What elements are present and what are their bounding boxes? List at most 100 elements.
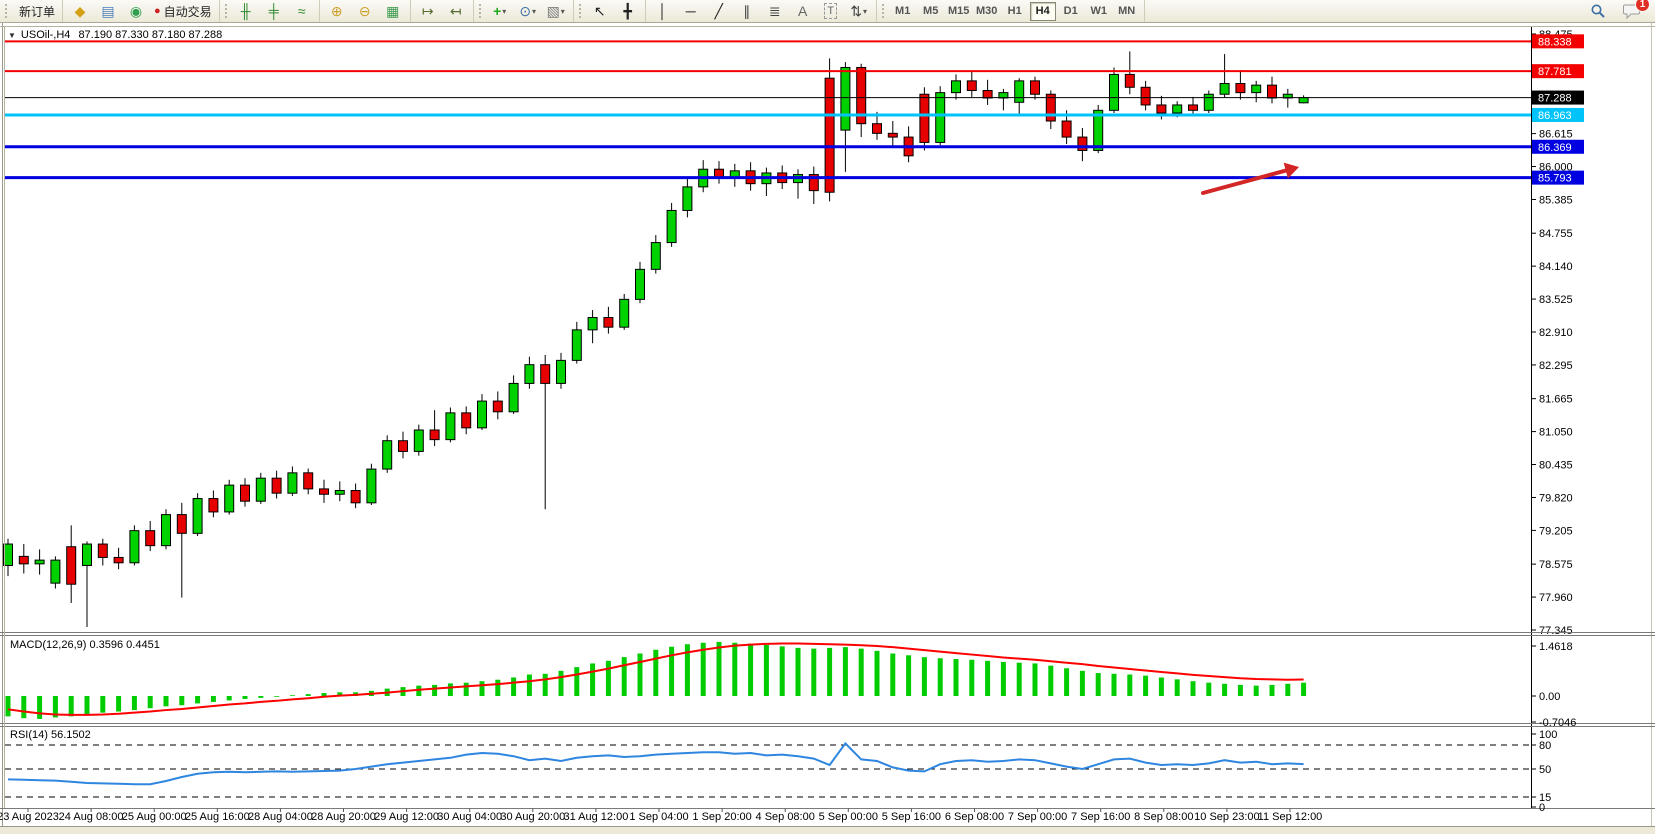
bull-candle-body xyxy=(556,359,566,384)
terminal-icon[interactable]: ▤ xyxy=(101,3,115,19)
bear-candle-body xyxy=(461,412,472,429)
bar-chart-button[interactable]: ╫ xyxy=(240,3,251,19)
crosshair-button[interactable]: ╋ xyxy=(623,3,632,19)
group-order: 新订单 xyxy=(0,0,64,22)
toolbar-grip xyxy=(578,4,584,18)
candle xyxy=(398,431,408,459)
candle xyxy=(1030,76,1040,100)
fibonacci-button[interactable]: ≣ xyxy=(768,3,781,19)
candle xyxy=(1235,70,1246,100)
candle xyxy=(951,74,961,100)
zoom-in-button[interactable]: ⊕ xyxy=(330,3,343,19)
notification-badge: 1 xyxy=(1635,0,1650,12)
tile-windows-button[interactable]: ▦ xyxy=(386,3,400,19)
tf-h4-button[interactable]: H4 xyxy=(1029,1,1056,21)
chevron-down-icon: ▾ xyxy=(863,6,868,16)
bull-candle-body xyxy=(255,477,266,502)
time-axis-label: 4 Sep 08:00 xyxy=(756,811,815,823)
tf-m1-button[interactable]: M1 xyxy=(895,5,911,17)
bear-candle-body xyxy=(824,77,835,193)
bull-candle-body xyxy=(477,400,487,429)
toolbar-grip xyxy=(881,4,887,18)
tf-m5-button[interactable]: M5 xyxy=(923,5,939,17)
bull-candle-body xyxy=(1109,73,1119,111)
cursor-button[interactable]: ↖ xyxy=(593,3,606,19)
trend-arrow-shaft xyxy=(1201,167,1294,195)
autotrading-button[interactable]: ● 自动交易 xyxy=(151,1,215,21)
tf-h1-button[interactable]: H1 xyxy=(1007,5,1022,17)
arrows-button[interactable]: ⇅ ▾ xyxy=(850,3,868,19)
indicators-button[interactable]: + ▾ xyxy=(493,3,507,19)
time-axis-label: 30 Aug 20:00 xyxy=(500,811,565,823)
auto-scroll-button[interactable]: ↦ xyxy=(421,3,434,19)
price-tag: 85.793 xyxy=(1532,170,1584,185)
candle xyxy=(1045,90,1056,130)
tf-w1-button[interactable]: W1 xyxy=(1090,5,1107,17)
tf-m15-button[interactable]: M15 xyxy=(947,5,970,17)
bear-candle-body xyxy=(429,429,440,441)
tf-mn-button[interactable]: MN xyxy=(1118,5,1136,17)
bull-candle-body xyxy=(666,209,677,244)
horizontal-line-button[interactable]: ─ xyxy=(685,3,696,19)
chevron-down-icon: ▾ xyxy=(560,6,565,16)
group-services: ◆ ▤ ◉ ● 自动交易 xyxy=(63,0,220,22)
price-tick-label: 77.960 xyxy=(1539,592,1573,604)
collapse-triangle-icon[interactable]: ▼ xyxy=(8,30,16,40)
group-timeframes: M1 M5 M15 M30 H1 H4 D1 W1 MN xyxy=(877,0,1145,22)
new-order-button[interactable]: 新订单 xyxy=(13,1,58,21)
toolbar-grip xyxy=(478,4,484,18)
candle xyxy=(208,490,219,518)
text-label-button[interactable]: T xyxy=(818,1,844,21)
macd-signal-line xyxy=(7,642,1304,716)
group-chart-type: ╫ ╪ ≈ xyxy=(220,0,320,22)
bull-candle-body xyxy=(287,472,298,494)
candle xyxy=(540,355,551,510)
templates-button[interactable]: ▧ ▾ xyxy=(546,3,565,19)
candle xyxy=(34,549,45,575)
text-button[interactable]: A xyxy=(798,3,808,19)
bull-candle-body xyxy=(1203,93,1214,111)
trend-arrow[interactable] xyxy=(1201,162,1299,195)
vertical-line-button[interactable]: │ xyxy=(658,3,668,19)
candle xyxy=(66,525,77,603)
zoom-out-button[interactable]: ⊖ xyxy=(358,3,371,19)
candle xyxy=(492,391,503,420)
chart-shift-button[interactable]: ↤ xyxy=(449,3,462,19)
time-axis-label: 28 Aug 20:00 xyxy=(311,811,376,823)
tf-m30-button[interactable]: M30 xyxy=(975,5,998,17)
bear-candle-body xyxy=(145,530,156,547)
signals-icon[interactable]: ◉ xyxy=(129,3,143,19)
candle xyxy=(461,406,472,435)
periods-button[interactable]: ⊙ ▾ xyxy=(519,3,537,19)
bull-candle-body xyxy=(1172,104,1183,114)
bear-candle-body xyxy=(966,80,977,91)
bear-candle-body xyxy=(1140,86,1151,106)
candle xyxy=(366,463,377,505)
candle xyxy=(271,470,282,499)
bull-candle-body xyxy=(224,484,235,513)
candle xyxy=(1140,80,1151,111)
candle xyxy=(650,235,661,274)
line-chart-button[interactable]: ≈ xyxy=(297,3,306,19)
price-tick-label: 77.345 xyxy=(1539,625,1573,637)
toolbar-right: 1 xyxy=(1584,0,1655,21)
price-tick-label: 80.435 xyxy=(1539,460,1573,472)
tf-d1-button[interactable]: D1 xyxy=(1063,5,1078,17)
bull-candle-body xyxy=(129,530,140,564)
channel-button[interactable]: ∥ xyxy=(743,3,751,19)
search-icon xyxy=(1591,4,1605,18)
bear-candle-body xyxy=(1156,104,1167,114)
price-tag-box xyxy=(1532,139,1584,154)
time-axis-label: 29 Aug 12:00 xyxy=(374,811,439,823)
candle xyxy=(240,478,250,507)
trendline-button[interactable]: ╱ xyxy=(714,3,723,19)
candle xyxy=(1109,67,1119,113)
candle xyxy=(587,310,598,344)
search-button[interactable] xyxy=(1585,1,1611,21)
chat-button[interactable]: 1 xyxy=(1618,0,1650,21)
gold-icon[interactable]: ◆ xyxy=(74,3,86,19)
candlestick-button[interactable]: ╪ xyxy=(268,3,279,19)
bear-candle-body xyxy=(856,66,867,125)
price-tick-label: 84.140 xyxy=(1539,261,1573,273)
